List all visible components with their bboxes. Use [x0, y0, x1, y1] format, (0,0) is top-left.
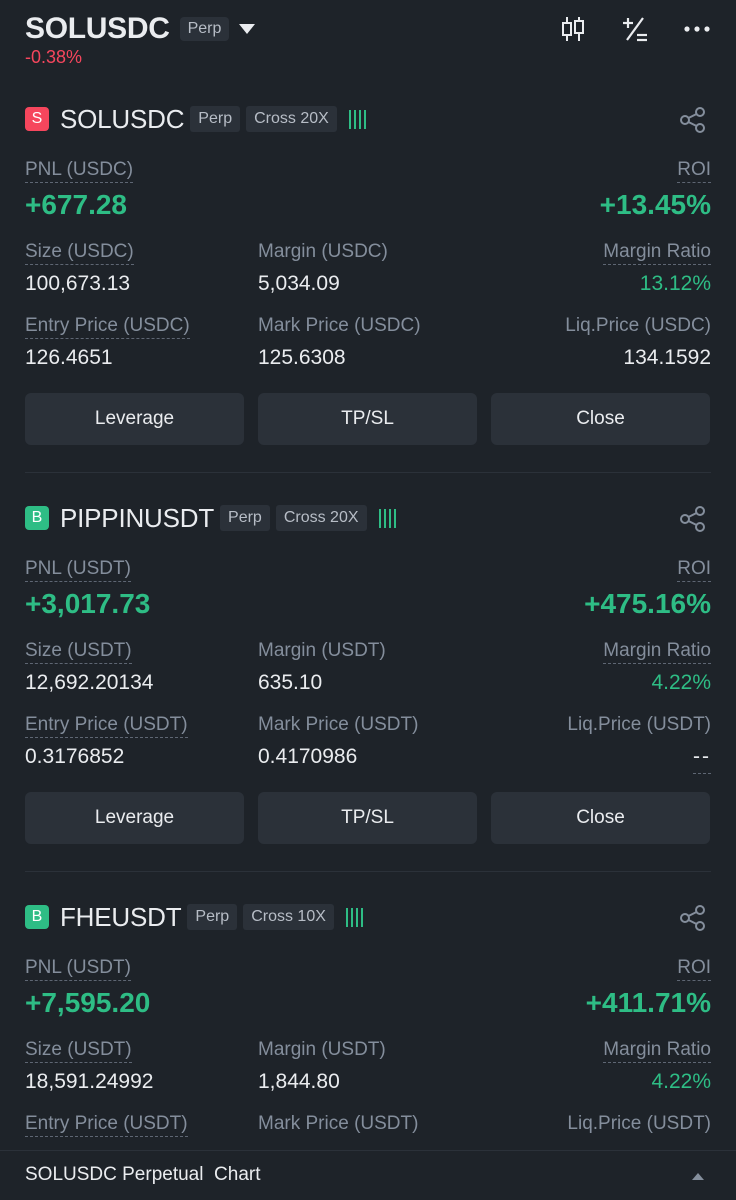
divider: [25, 871, 711, 872]
size-label[interactable]: Size (USDT): [25, 1039, 132, 1063]
pnl-value: +677.28: [25, 189, 127, 220]
header-actions: [558, 14, 712, 44]
chart-drawer-bar[interactable]: SOLUSDC Perpetual Chart: [0, 1150, 736, 1200]
position-title: S SOLUSDC Perp Cross 20X: [25, 101, 366, 137]
side-badge: B: [25, 905, 49, 929]
divider: [25, 472, 711, 473]
margin-mode-tag[interactable]: Cross 20X: [275, 505, 367, 531]
margin-ratio-value: 13.12%: [639, 272, 711, 295]
liq-price-label: Liq.Price (USDC): [565, 315, 711, 336]
leverage-button[interactable]: Leverage: [25, 393, 244, 445]
position-symbol[interactable]: SOLUSDC: [60, 103, 185, 134]
header-symbol[interactable]: SOLUSDC: [25, 12, 170, 45]
margin-ratio-label[interactable]: Margin Ratio: [603, 640, 711, 664]
mark-price-value: 125.6308: [258, 346, 346, 369]
size-label[interactable]: Size (USDT): [25, 640, 132, 664]
share-icon[interactable]: [678, 504, 708, 534]
mark-price-label: Mark Price (USDT): [258, 714, 419, 735]
margin-ratio-label[interactable]: Margin Ratio: [603, 241, 711, 265]
pnl-value: +7,595.20: [25, 987, 151, 1018]
roi-label[interactable]: ROI: [677, 558, 711, 582]
pnl-label[interactable]: PNL (USDC): [25, 159, 134, 183]
liq-price-label: Liq.Price (USDT): [567, 1113, 711, 1134]
mark-price-label: Mark Price (USDT): [258, 1113, 419, 1134]
close-button[interactable]: Close: [491, 792, 710, 844]
side-badge: S: [25, 107, 49, 131]
margin-ratio-value: 4.22%: [651, 671, 711, 694]
position-card: S SOLUSDC Perp Cross 20X PNL (USDC) +677…: [0, 101, 736, 501]
margin-label: Margin (USDT): [258, 640, 386, 661]
more-icon[interactable]: [682, 14, 712, 44]
roi-value: +411.71%: [585, 987, 711, 1018]
perp-tag: Perp: [190, 106, 241, 132]
size-value: 100,673.13: [25, 272, 131, 295]
signal-bars-icon: [345, 907, 363, 927]
entry-price-label[interactable]: Entry Price (USDC): [25, 315, 190, 339]
leverage-button[interactable]: Leverage: [25, 792, 244, 844]
roi-value: +475.16%: [584, 588, 711, 619]
position-symbol[interactable]: FHEUSDT: [60, 901, 182, 932]
margin-mode-tag[interactable]: Cross 10X: [243, 904, 334, 930]
caret-down-icon[interactable]: [239, 24, 256, 34]
size-value: 12,692.20134: [25, 671, 154, 694]
signal-bars-icon: [378, 508, 396, 528]
mark-price-value: 0.4170986: [258, 745, 358, 768]
mark-price-label: Mark Price (USDC): [258, 315, 421, 336]
share-icon[interactable]: [678, 105, 708, 135]
side-badge: B: [25, 506, 49, 530]
liq-price-value: 134.1592: [623, 346, 711, 369]
perp-tag: Perp: [187, 904, 238, 930]
candlestick-chart-icon[interactable]: [558, 14, 588, 44]
pnl-label[interactable]: PNL (USDT): [25, 558, 131, 582]
signal-bars-icon: [348, 109, 366, 129]
roi-label[interactable]: ROI: [677, 159, 711, 183]
liq-price-label: Liq.Price (USDT): [567, 714, 711, 735]
entry-price-value: 126.4651: [25, 346, 113, 369]
symbol-selector[interactable]: SOLUSDC Perp: [25, 12, 256, 46]
position-title: B FHEUSDT Perp Cross 10X: [25, 899, 363, 935]
size-value: 18,591.24992: [25, 1070, 154, 1093]
entry-price-value: 0.3176852: [25, 745, 125, 768]
plus-minus-icon[interactable]: [620, 14, 650, 44]
position-card: B PIPPINUSDT Perp Cross 20X PNL (USDT) +…: [0, 500, 736, 900]
margin-value: 1,844.80: [258, 1070, 340, 1093]
price-change: -0.38%: [25, 47, 83, 67]
close-button[interactable]: Close: [491, 393, 710, 445]
size-label[interactable]: Size (USDC): [25, 241, 134, 265]
position-title: B PIPPINUSDT Perp Cross 20X: [25, 500, 396, 536]
roi-label[interactable]: ROI: [677, 957, 711, 981]
header-perp-tag: Perp: [179, 17, 230, 41]
tpsl-button[interactable]: TP/SL: [258, 792, 477, 844]
margin-ratio-value: 4.22%: [651, 1070, 711, 1093]
tpsl-button[interactable]: TP/SL: [258, 393, 477, 445]
entry-price-label[interactable]: Entry Price (USDT): [25, 1113, 188, 1137]
margin-value: 5,034.09: [258, 272, 340, 295]
chart-drawer-label[interactable]: SOLUSDC Perpetual Chart: [25, 1164, 261, 1185]
perp-tag: Perp: [220, 505, 270, 531]
position-card: B FHEUSDT Perp Cross 10X PNL (USDT) +7,5…: [0, 899, 736, 1150]
pnl-label[interactable]: PNL (USDT): [25, 957, 131, 981]
margin-value: 635.10: [258, 671, 323, 694]
roi-value: +13.45%: [599, 189, 711, 220]
share-icon[interactable]: [678, 903, 708, 933]
pnl-value: +3,017.73: [25, 588, 151, 619]
entry-price-label[interactable]: Entry Price (USDT): [25, 714, 188, 738]
margin-ratio-label[interactable]: Margin Ratio: [603, 1039, 711, 1063]
margin-label: Margin (USDC): [258, 241, 388, 262]
position-symbol[interactable]: PIPPINUSDT: [60, 502, 215, 533]
header: SOLUSDC Perp -0.38%: [0, 0, 736, 80]
margin-label: Margin (USDT): [258, 1039, 386, 1060]
liq-price-value: --: [693, 745, 711, 774]
margin-mode-tag[interactable]: Cross 20X: [246, 106, 337, 132]
caret-up-icon[interactable]: [692, 1173, 704, 1180]
